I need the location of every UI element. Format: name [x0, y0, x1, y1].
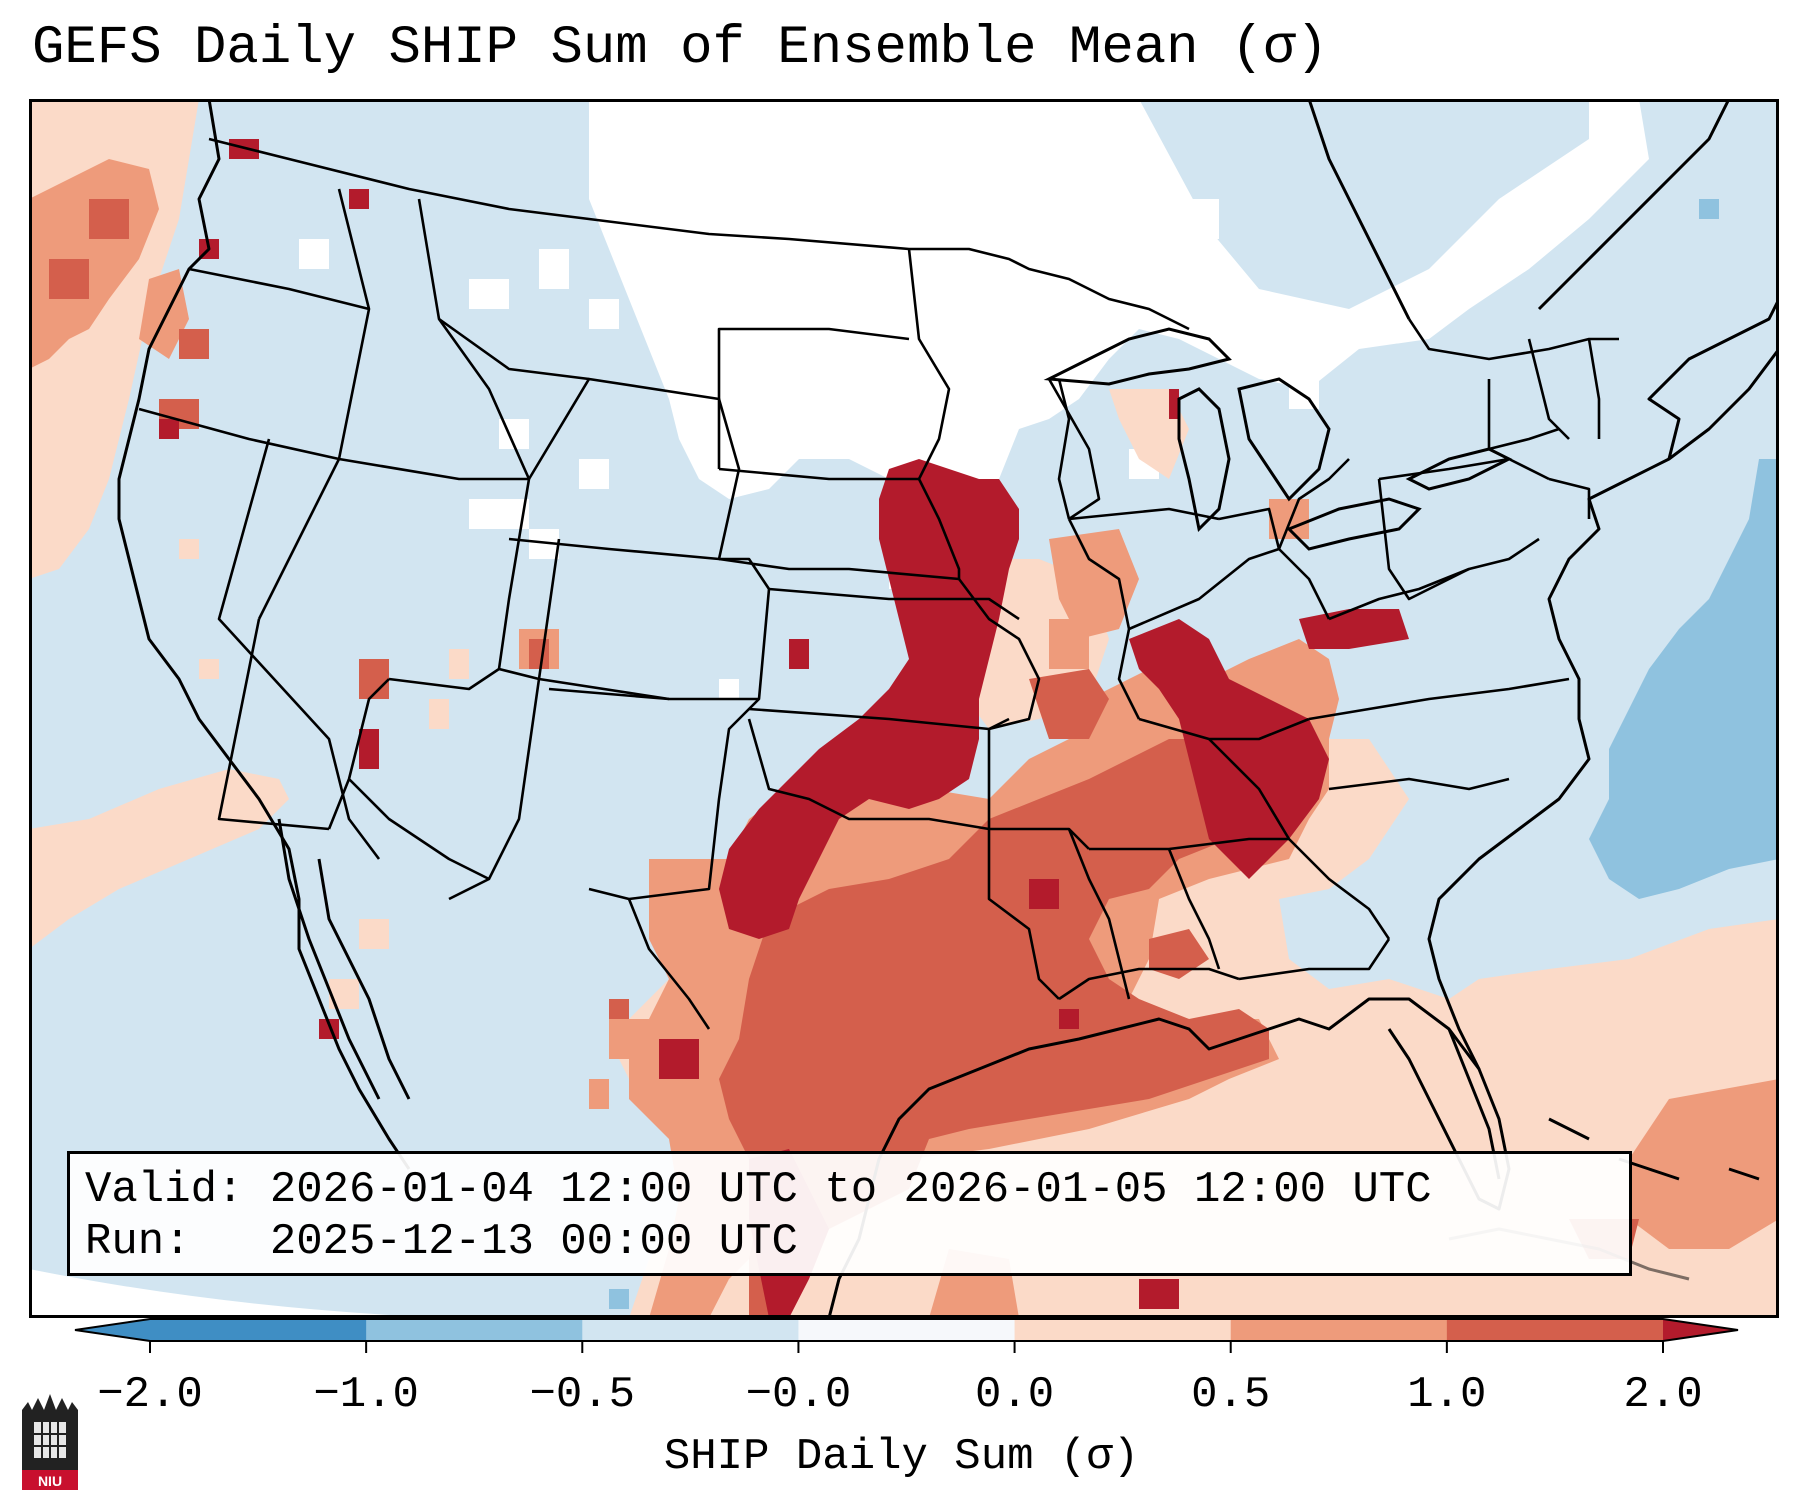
colorbar-extend-low: [75, 1319, 150, 1341]
strong-negative-areas: [609, 199, 1779, 1309]
colorbar-ticks: [149, 1341, 1664, 1353]
colorbar-label: SHIP Daily Sum (σ): [663, 1432, 1140, 1482]
colorbar-segment: [1446, 1319, 1664, 1341]
valid-time-text: Valid: 2026-01-04 12:00 UTC to 2026-01-0…: [85, 1165, 1432, 1215]
colorbar-segment: [1230, 1319, 1448, 1341]
colorbar-segments: [75, 1319, 1738, 1341]
run-time-text: Run: 2025-12-13 00:00 UTC: [85, 1217, 798, 1267]
projection-corner: [29, 1269, 449, 1318]
colorbar-segment: [366, 1319, 583, 1341]
state-borders: [138, 137, 1619, 1030]
map-panel: [29, 99, 1779, 1318]
colorbar-tick-label: 2.0: [1623, 1370, 1703, 1420]
colorbar-segment: [582, 1319, 799, 1341]
colorbar-segment: [1014, 1319, 1232, 1341]
colorbar-tick-label: −2.0: [97, 1370, 203, 1420]
extreme-positive-areas: [159, 139, 1409, 1318]
niu-logo: NIU: [22, 1394, 78, 1490]
niu-logo-text: NIU: [38, 1473, 62, 1489]
colorbar-tick-label: −0.0: [745, 1370, 852, 1420]
colorbar-tick-label: 0.0: [974, 1370, 1055, 1420]
colorbar-segment: [798, 1319, 1016, 1341]
map-frame: [29, 99, 1779, 1318]
info-box: Valid: 2026-01-04 12:00 UTC to 2026-01-0…: [67, 1151, 1632, 1276]
neutral-areas: [299, 99, 1649, 699]
colorbar-tick-label: −0.5: [529, 1370, 636, 1420]
colorbar-tick-label: −1.0: [313, 1370, 419, 1420]
page-title: GEFS Daily SHIP Sum of Ensemble Mean (σ): [32, 18, 1329, 79]
colorbar-tick-label: 1.0: [1407, 1370, 1487, 1420]
colorbar-tick-label: 0.5: [1191, 1370, 1271, 1420]
colorbar-extend-high: [1663, 1319, 1738, 1341]
colorbar: [74, 1318, 1739, 1353]
colorbar-segment: [150, 1319, 367, 1341]
